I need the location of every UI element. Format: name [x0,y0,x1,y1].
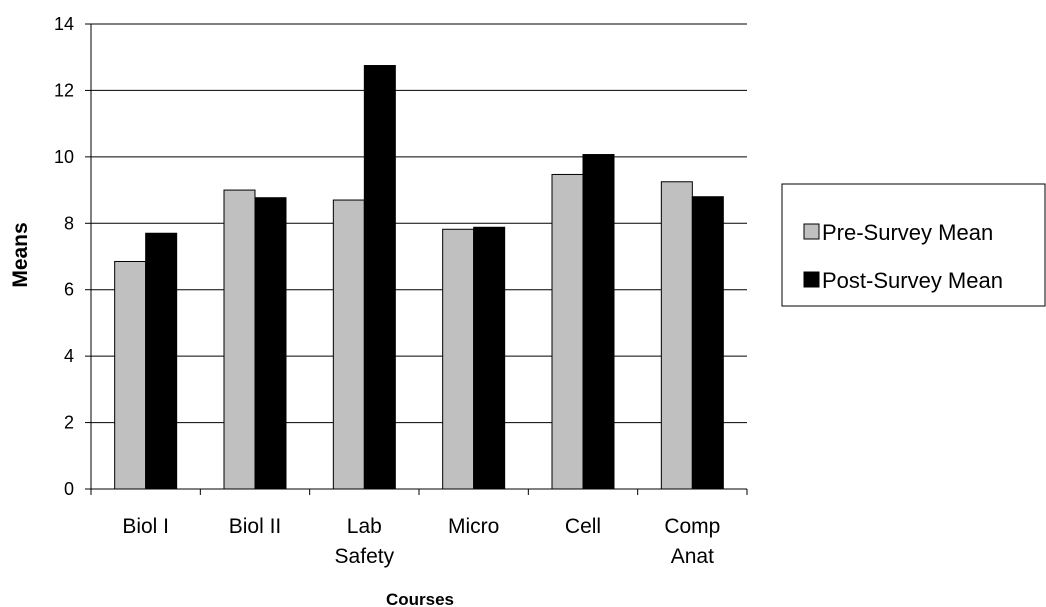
bar-pre-5 [660,181,693,490]
bar-post-4 [582,154,615,490]
bar-pre-4 [551,173,584,490]
x-tick-label: Safety [335,545,395,568]
x-tick-label: Biol II [229,515,282,538]
x-tick-label: Micro [448,515,499,538]
axes [85,23,748,495]
legend-box [781,183,1046,307]
bar-post-3 [473,226,506,490]
x-tick-label: Anat [671,545,714,568]
x-axis-title: Courses [386,590,454,607]
x-tick-label: Lab [347,515,382,538]
bar-pre-2 [332,199,365,490]
y-tick-label: 2 [64,413,74,433]
bar-post-1 [254,197,287,490]
x-tick-labels: Biol I Biol II Lab Safety Micro Cell Comp Anat [122,515,720,568]
legend: Pre-Survey Mean Post-Survey Mean [781,183,1046,307]
bar-pre-1 [223,189,256,490]
bar-post-5 [691,196,724,490]
bar-post-0 [145,232,178,490]
legend-label-post: Post-Survey Mean [822,268,1003,293]
y-tick-label: 14 [54,14,74,34]
y-axis-title: Means [9,222,32,287]
y-tick-label: 6 [64,280,74,300]
y-tick-label: 0 [64,479,74,499]
x-tick-label: Comp [664,515,720,538]
x-tick-label: Cell [565,515,601,538]
y-tick-label: 12 [54,80,74,100]
y-tick-label: 4 [64,346,74,366]
bars [114,65,724,490]
legend-swatch-post [803,271,820,288]
y-tick-label: 10 [54,147,74,167]
bar-pre-3 [442,228,475,490]
bar-post-2 [363,65,396,490]
legend-label-pre: Pre-Survey Mean [822,220,993,245]
legend-swatch-pre [803,223,820,240]
x-tick-label: Biol I [122,515,169,538]
y-tick-labels: 0 2 4 6 8 10 12 14 [54,14,74,499]
bar-pre-0 [114,260,147,490]
y-tick-label: 8 [64,213,74,233]
gridlines [91,23,747,424]
